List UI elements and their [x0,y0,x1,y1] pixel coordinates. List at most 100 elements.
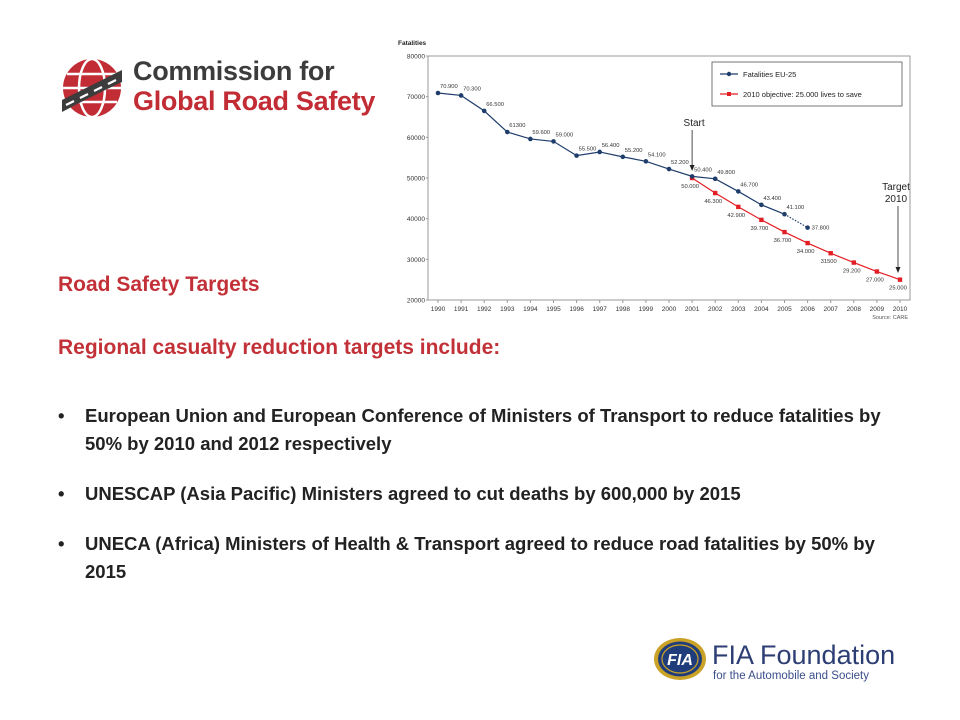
data-point-fatalities [435,90,441,96]
list-item: • European Union and European Conference … [58,402,918,458]
x-tick-label: 1995 [546,306,561,313]
fatalities-chart: Fatalities 20000 30000 40000 50000 60000 70000… [394,36,914,322]
data-point-fatalities [643,159,649,164]
section-heading: Regional casualty reduction targets incl… [58,336,501,359]
data-label-fatalities: 43.400 [763,196,781,202]
x-tick-label: 2001 [685,306,700,313]
data-label-fatalities: 49.800 [717,170,735,176]
fia-badge-text: FIA [667,652,693,669]
data-point-objective [736,204,741,210]
data-point-objective [805,240,810,246]
target-list: • European Union and European Conference … [58,402,918,608]
data-label-fatalities: 55.200 [625,148,643,154]
logo-line-1: Commission for [133,56,335,86]
annotation-start-arrowhead [689,165,695,171]
data-point-fatalities [689,174,695,179]
list-item: • UNESCAP (Asia Pacific) Ministers agreed… [58,480,918,508]
logo-line-2: Global Road Safety [133,86,376,116]
globe-road-icon [62,57,122,119]
annotation-target: Target [882,182,910,193]
data-label-objective: 27.000 [866,278,884,284]
x-tick-label: 1991 [454,306,469,313]
x-tick-label: 1999 [639,306,654,313]
data-point-fatalities [574,153,579,158]
data-label-objective: 34.000 [797,249,815,255]
y-tick-label: 40000 [407,216,425,223]
data-point-fatalities [736,189,741,194]
data-label-fatalities: 59.000 [556,132,574,138]
data-label-objective: 29.200 [843,269,861,275]
page-title: Road Safety Targets [58,273,260,296]
data-point-fatalities [528,136,533,142]
data-label-objective: 31500 [821,259,837,265]
bullet-icon: • [58,483,65,504]
x-tick-label: 2005 [777,306,792,313]
x-tick-label: 1993 [500,306,515,313]
x-tick-label: 2002 [708,306,723,313]
data-label-fatalities: 54.100 [648,152,666,158]
legend-box [711,61,903,107]
data-label-objective: 42.900 [727,213,745,219]
x-tick-label: 1998 [616,306,631,313]
source-label: Source: CARE [872,315,908,321]
data-label-fatalities: 70.900 [440,84,458,90]
x-tick-label: 1997 [592,306,607,313]
fia-foundation-name: FIA Foundation [712,640,896,670]
data-point-fatalities [620,154,626,160]
fatalities-line-chart: Fatalities 20000 30000 40000 50000 60000 70000… [398,40,911,321]
data-label-objective: 36.700 [774,238,792,244]
bullet-icon: • [58,405,65,426]
x-tick-label: 2000 [662,306,677,313]
fia-badge-icon: FIA [654,638,706,680]
y-tick-label: 70000 [407,94,425,101]
data-label-objective: 46.300 [704,199,722,205]
series-line-fatalities [437,92,785,215]
series-line-objective [691,177,901,281]
data-point-objective [782,229,787,235]
list-item-text: UNESCAP (Asia Pacific) Ministers agreed … [85,483,741,504]
y-tick-label: 80000 [407,54,425,61]
bullet-icon: • [58,533,65,554]
data-point-objective [828,251,833,256]
annotation-target-year: 2010 [885,194,908,205]
legend-marker-objective [727,92,731,96]
y-tick-label: 50000 [407,176,425,183]
annotation-target-arrowhead [895,267,901,273]
list-item-text: European Union and European Conference o… [85,405,881,454]
x-tick-label: 2010 [893,306,908,313]
data-point-fatalities [782,211,787,217]
legend-label-objective: 2010 objective: 25.000 lives to save [743,90,862,99]
data-point-fatalities [712,176,718,182]
data-label-fatalities: 55.500 [579,147,597,153]
x-tick-label: 2006 [800,306,815,313]
data-point-objective [897,277,903,282]
x-tick-label: 2008 [847,306,862,313]
list-item-text: UNECA (Africa) Ministers of Health & Tra… [85,533,875,582]
data-label-fatalities: 46.700 [740,182,758,188]
data-label-fatalities: 70.300 [463,86,481,92]
data-label-projection: 37.800 [812,226,830,232]
x-tick-label: 2004 [754,306,769,313]
y-axis-label: Fatalities [398,40,427,47]
annotation-start: Start [684,118,705,129]
data-point-fatalities [481,108,487,114]
data-label-fatalities: 66.500 [486,102,504,108]
data-label-fatalities: 52.200 [671,160,689,166]
data-label-fatalities: 56.400 [602,143,620,149]
data-label-fatalities: 50.400 [694,167,712,173]
data-point-fatalities [759,202,764,208]
x-tick-label: 1996 [569,306,584,313]
projection-line [784,213,808,229]
data-point-objective [851,260,856,265]
data-point-objective [759,217,764,223]
data-point-fatalities [458,93,464,98]
commission-global-road-safety-logo: Commission for Global Road Safety [60,52,390,124]
data-label-objective: 39.700 [751,226,769,232]
x-tick-label: 2009 [870,306,885,313]
x-tick-label: 1994 [523,306,538,313]
data-label-fatalities: 59.600 [532,130,550,136]
data-label-objective: 25.000 [889,286,907,292]
y-tick-label: 30000 [407,257,425,264]
data-point-fatalities [597,149,602,155]
data-point-projection [805,225,810,230]
